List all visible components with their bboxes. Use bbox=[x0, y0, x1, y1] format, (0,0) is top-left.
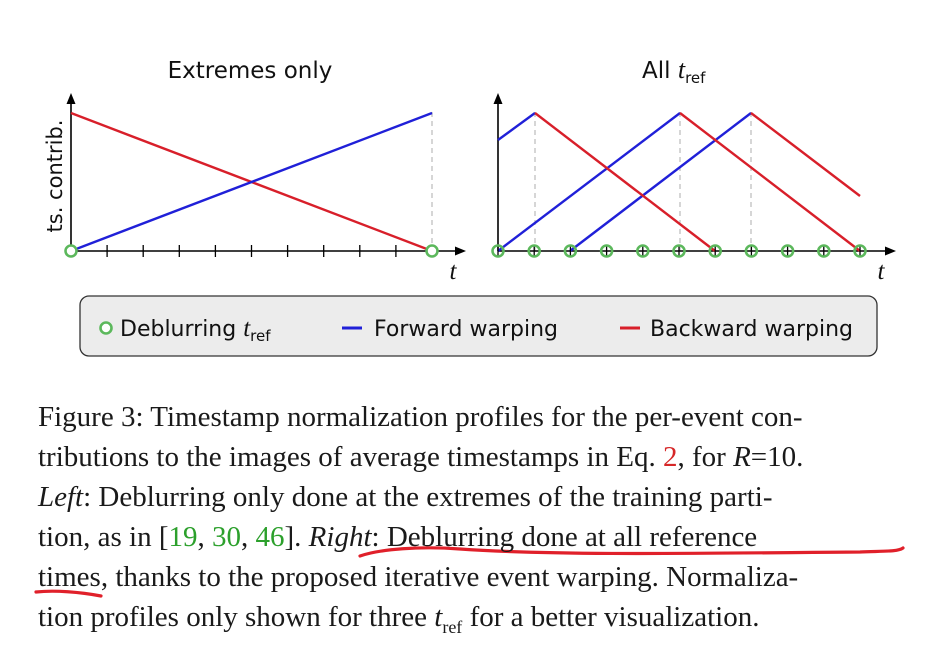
right-panel-title: All tref bbox=[642, 55, 706, 87]
citation-link-46[interactable]: 46 bbox=[255, 521, 285, 553]
left-y-axis-arrow bbox=[66, 93, 76, 104]
left-x-ticks bbox=[106, 245, 397, 257]
right-reference-marker bbox=[672, 244, 686, 258]
right-reference-marker bbox=[527, 244, 542, 258]
right-reference-marker bbox=[635, 244, 650, 258]
legend-marker-icon bbox=[99, 321, 113, 335]
left-panel-title: Extremes only bbox=[168, 58, 333, 84]
right-reference-marker bbox=[853, 244, 867, 258]
right-reference-marker bbox=[599, 244, 614, 258]
annotation-underline-times bbox=[34, 589, 103, 598]
citation-link-30[interactable]: 30 bbox=[212, 521, 241, 553]
legend-deblurring-label: Deblurring tref bbox=[120, 315, 271, 345]
citation-link-19[interactable]: 19 bbox=[168, 521, 198, 553]
right-x-axis-arrow bbox=[885, 246, 896, 256]
right-guide-lines bbox=[534, 112, 752, 251]
right-forward-lines bbox=[497, 112, 752, 252]
right-reference-markers bbox=[491, 244, 867, 258]
right-reference-marker bbox=[816, 244, 831, 258]
annotation-underline-right bbox=[358, 546, 905, 558]
right-reference-marker bbox=[491, 244, 505, 258]
left-marker-end bbox=[425, 244, 439, 258]
right-y-axis-arrow bbox=[493, 93, 503, 104]
right-reference-marker bbox=[708, 244, 723, 258]
left-y-axis-label: ts. contrib. bbox=[43, 120, 67, 233]
caption-right-word: Right bbox=[308, 521, 372, 553]
right-reference-marker bbox=[744, 244, 759, 258]
left-marker-start bbox=[64, 244, 78, 258]
figure-caption: Figure 3: Timestamp normalization profil… bbox=[38, 401, 804, 637]
right-x-axis-label: t bbox=[878, 258, 886, 285]
right-reference-marker bbox=[780, 244, 795, 258]
left-forward-line bbox=[70, 111, 433, 253]
left-x-axis-label: t bbox=[450, 258, 458, 285]
legend-box bbox=[79, 295, 878, 357]
legend-backward-label: Backward warping bbox=[650, 317, 853, 342]
caption-figure-label: Figure 3: bbox=[38, 401, 144, 433]
right-backward-lines bbox=[534, 112, 861, 252]
right-reference-marker bbox=[563, 244, 578, 258]
legend-forward-label: Forward warping bbox=[374, 317, 558, 342]
caption-left-word: Left bbox=[38, 481, 84, 513]
left-x-axis-arrow bbox=[455, 246, 466, 256]
equation-reference-link[interactable]: 2 bbox=[662, 441, 678, 473]
